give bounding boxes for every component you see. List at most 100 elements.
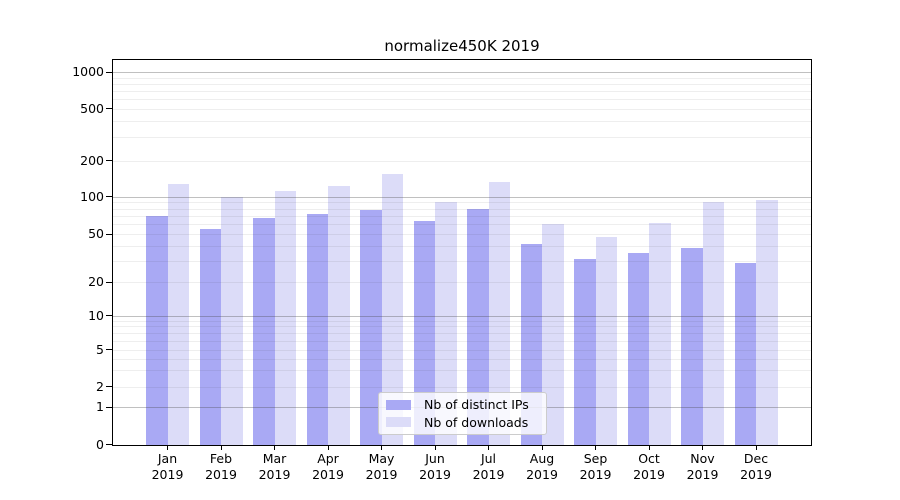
x-tick-jun [434, 445, 436, 450]
bar-downloads-apr [328, 185, 350, 445]
bar-distinct-ips-jul [467, 209, 489, 445]
y-tick-label-1000: 1000 [72, 64, 104, 79]
y-tick-label-500: 500 [80, 100, 104, 116]
x-tick-oct [648, 445, 650, 450]
legend-label-downloads: Nb of downloads [424, 414, 529, 430]
x-tick-label-mar: Mar 2019 [258, 451, 291, 482]
y-gridline-minor-9 [113, 320, 811, 322]
bar-distinct-ips-mar [253, 218, 275, 445]
y-tick-label-10: 10 [88, 307, 104, 323]
bar-downloads-dec [756, 199, 778, 445]
legend-entry-distinct-ips: Nb of distinct IPs [386, 397, 540, 412]
x-tick-apr [327, 445, 329, 450]
bar-downloads-aug [542, 224, 564, 445]
x-tick-mar [274, 445, 276, 450]
bar-downloads-sep [595, 237, 617, 445]
y-tick-500 [106, 108, 112, 110]
y-gridline-minor-8 [113, 326, 811, 328]
y-tick-label-200: 200 [80, 152, 104, 168]
y-tick-0 [106, 444, 112, 446]
y-tick-50 [106, 233, 112, 235]
x-tick-jul [488, 445, 490, 450]
y-gridline-major-10 [113, 315, 811, 317]
bar-downloads-jun [435, 201, 457, 445]
y-tick-label-50: 50 [88, 226, 104, 241]
plot-area [112, 59, 812, 446]
y-tick-label-20: 20 [88, 274, 104, 289]
bar-distinct-ips-apr [306, 214, 328, 445]
x-tick-jan [167, 445, 169, 450]
y-gridline-minor-200 [113, 160, 811, 162]
y-gridline-major-1000 [113, 72, 811, 73]
legend-entry-downloads: Nb of downloads [386, 415, 540, 430]
y-gridline-minor-400 [113, 121, 811, 123]
y-gridline-minor-60 [113, 224, 811, 226]
legend-label-distinct-ips: Nb of distinct IPs [424, 397, 529, 413]
x-tick-label-jan: Jan 2019 [151, 451, 184, 482]
x-tick-aug [541, 445, 543, 450]
y-tick-label-1: 1 [96, 399, 104, 414]
x-tick-label-nov: Nov 2019 [686, 451, 719, 482]
y-gridline-minor-900 [113, 77, 811, 79]
y-tick-1000 [106, 71, 112, 73]
x-tick-dec [755, 445, 757, 450]
x-tick-label-oct: Oct 2019 [633, 451, 665, 482]
x-tick-label-sep: Sep 2019 [579, 451, 612, 482]
x-tick-may [381, 445, 383, 450]
y-tick-200 [106, 160, 112, 162]
chart-title: normalize450K 2019 [384, 37, 540, 55]
y-tick-label-100: 100 [80, 188, 104, 204]
x-tick-label-may: May 2019 [365, 451, 398, 482]
x-tick-label-apr: Apr 2019 [312, 451, 344, 482]
y-tick-label-2: 2 [96, 378, 104, 394]
y-gridline-minor-5 [113, 349, 811, 351]
x-tick-label-feb: Feb 2019 [205, 451, 237, 482]
x-tick-nov [702, 445, 704, 450]
bar-downloads-jan [167, 184, 189, 445]
bar-distinct-ips-dec [734, 262, 756, 445]
y-gridline-minor-500 [113, 108, 811, 110]
y-tick-1 [106, 406, 112, 408]
bar-downloads-mar [274, 191, 296, 445]
x-tick-label-aug: Aug 2019 [526, 451, 558, 482]
y-gridline-major-100 [113, 196, 811, 198]
legend-swatch-distinct-ips [386, 399, 411, 410]
y-gridline-minor-2 [113, 386, 811, 388]
bar-distinct-ips-feb [199, 228, 221, 445]
bar-downloads-jul [488, 181, 510, 445]
bar-distinct-ips-jun [413, 220, 435, 445]
y-gridline-minor-300 [113, 137, 811, 139]
y-tick-5 [106, 349, 112, 351]
bar-distinct-ips-may [360, 209, 382, 445]
bar-distinct-ips-sep [574, 259, 596, 445]
y-gridline-minor-600 [113, 98, 811, 100]
y-gridline-minor-800 [113, 83, 811, 85]
y-gridline-minor-7 [113, 332, 811, 334]
y-tick-10 [106, 315, 112, 317]
bar-downloads-feb [221, 196, 243, 445]
y-gridline-minor-3 [113, 370, 811, 372]
bar-downloads-nov [702, 201, 724, 445]
y-tick-20 [106, 281, 112, 283]
bar-distinct-ips-jan [146, 215, 168, 445]
y-tick-label-5: 5 [96, 341, 104, 357]
legend: Nb of distinct IPs Nb of downloads [378, 392, 547, 435]
y-gridline-minor-20 [113, 282, 811, 283]
y-tick-100 [106, 196, 112, 198]
y-gridline-minor-6 [113, 340, 811, 342]
bar-distinct-ips-nov [681, 248, 703, 445]
x-tick-feb [220, 445, 222, 450]
y-gridline-minor-30 [113, 260, 811, 262]
y-gridline-minor-700 [113, 90, 811, 92]
y-tick-label-0: 0 [96, 436, 104, 452]
x-tick-label-jul: Jul 2019 [472, 451, 505, 482]
y-gridline-minor-90 [113, 202, 811, 204]
y-gridline-minor-80 [113, 208, 811, 210]
x-tick-label-jun: Jun 2019 [419, 451, 451, 482]
x-tick-label-dec: Dec 2019 [740, 451, 772, 482]
bar-downloads-may [381, 174, 403, 445]
y-gridline-minor-70 [113, 215, 811, 217]
y-tick-2 [106, 386, 112, 388]
legend-swatch-downloads [386, 417, 411, 428]
